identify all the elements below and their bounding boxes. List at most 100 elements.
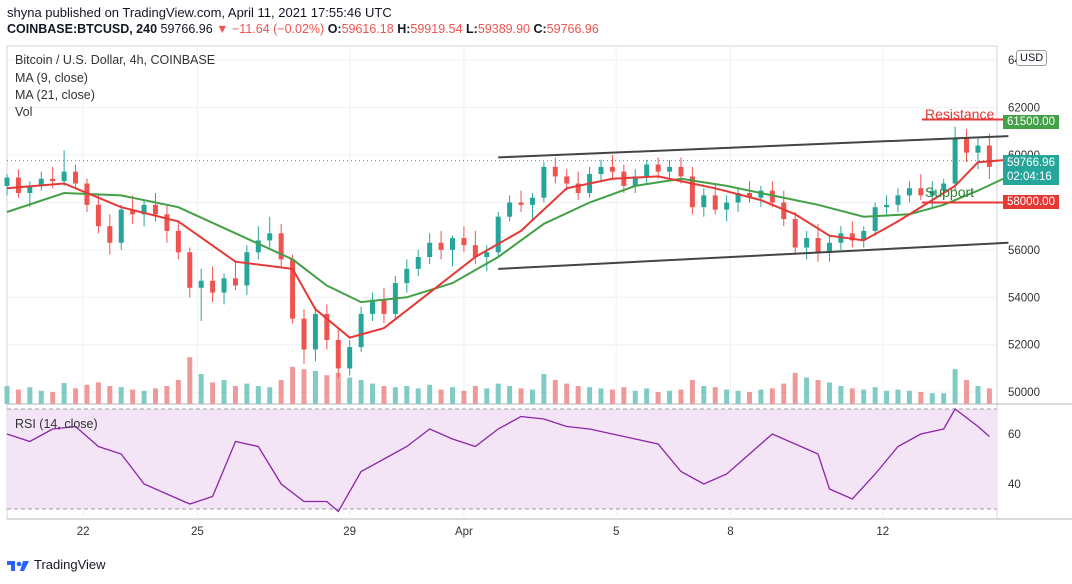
volume-bar: [27, 387, 33, 404]
candle-body: [678, 166, 684, 177]
candle-body: [324, 313, 330, 340]
candle-body: [4, 177, 10, 186]
candle-body: [210, 280, 216, 293]
volume-bar: [575, 386, 581, 404]
rsi-tick-label: 40: [1008, 479, 1021, 491]
candle-body: [689, 176, 695, 208]
volume-bar: [621, 387, 627, 404]
candle-body: [198, 280, 204, 288]
candle-body: [175, 230, 181, 253]
volume-bar: [187, 357, 193, 404]
candle-body: [861, 230, 867, 241]
volume-bar: [712, 387, 718, 404]
candle-body: [906, 188, 912, 196]
volume-bar: [130, 389, 136, 404]
volume-bar: [975, 386, 981, 404]
candle-body: [667, 166, 673, 172]
candle-body: [312, 313, 318, 350]
candle-body: [575, 183, 581, 193]
volume-bar: [541, 374, 547, 404]
volume-bar: [118, 387, 124, 404]
candle-body: [15, 177, 21, 193]
tradingview-logo[interactable]: TradingView: [6, 556, 106, 572]
volume-bar: [175, 380, 181, 404]
volume-bar: [769, 388, 775, 404]
candle-body: [804, 238, 810, 248]
volume-bar: [495, 383, 501, 404]
candle-body: [632, 176, 638, 186]
candle-body: [73, 171, 79, 184]
legend-ma21: MA (21, close): [15, 88, 95, 102]
volume-bar: [518, 388, 524, 404]
high-value: 59919.54: [410, 22, 463, 36]
candle-body: [153, 204, 158, 215]
price-tick-label: 52000: [1008, 340, 1040, 352]
candle-body: [815, 238, 821, 253]
volume-bar: [404, 386, 410, 404]
volume-bar: [632, 390, 638, 404]
candle-body: [769, 190, 775, 203]
volume-bar: [906, 390, 912, 404]
candle-body: [644, 164, 650, 177]
volume-bar: [884, 390, 890, 404]
time-tick-label: 29: [343, 526, 356, 538]
volume-bar: [507, 386, 513, 404]
candle-body: [655, 164, 661, 172]
volume-bar: [198, 374, 204, 404]
support-tag: 58000.00: [1003, 195, 1059, 209]
candle-body: [358, 313, 364, 348]
candle-body: [461, 238, 467, 246]
volume-bar: [804, 377, 810, 404]
volume-bar: [861, 389, 867, 404]
volume-bar: [95, 382, 101, 404]
open-label: O:: [327, 22, 342, 36]
open-value: 59616.18: [341, 22, 394, 36]
candle-body: [450, 238, 455, 250]
candle-body: [609, 166, 615, 172]
candle-body: [404, 268, 410, 284]
volume-bar: [895, 389, 901, 404]
candle-body: [964, 138, 970, 153]
tradingview-icon: [7, 561, 29, 571]
volume-bar: [655, 392, 661, 404]
volume-bar: [781, 383, 787, 404]
volume-bar: [381, 386, 387, 404]
time-tick-label: 5: [613, 526, 619, 538]
volume-bar: [392, 387, 398, 404]
candle-body: [495, 216, 501, 253]
volume-bar: [301, 369, 307, 404]
time-tick-label: Apr: [455, 526, 473, 538]
channel-upper-line: [498, 135, 1009, 159]
candle-body: [507, 202, 513, 217]
volume-bar: [587, 387, 593, 404]
time-tick-label: 8: [727, 526, 733, 538]
volume-bar: [484, 388, 490, 404]
candle-body: [929, 190, 935, 196]
volume-bar: [929, 393, 935, 404]
close-value: 59766.96: [546, 22, 599, 36]
candle-body: [61, 171, 67, 182]
candle-body: [347, 347, 353, 369]
volume-bar: [61, 383, 67, 404]
symbol-label: COINBASE:BTCUSD, 240: [7, 22, 158, 36]
candle-body: [221, 278, 227, 293]
ma21-line: [6, 175, 1009, 304]
currency-badge[interactable]: USD: [1016, 50, 1048, 66]
candle-body: [267, 233, 273, 241]
countdown: 02:04:16: [1007, 171, 1052, 183]
candle-body: [849, 233, 855, 241]
volume-bar: [564, 383, 570, 404]
volume-bar: [141, 390, 147, 404]
volume-bar: [358, 380, 364, 404]
candle-body: [701, 195, 707, 208]
candle-body: [141, 204, 147, 215]
volume-bar: [107, 386, 113, 404]
candle-body: [712, 195, 718, 210]
volume-bar: [84, 384, 90, 404]
candle-body: [301, 318, 307, 350]
close-label: C:: [533, 22, 547, 36]
candle-body: [164, 214, 170, 231]
rsi-line: [6, 408, 990, 513]
legend-ma9: MA (9, close): [15, 71, 88, 85]
